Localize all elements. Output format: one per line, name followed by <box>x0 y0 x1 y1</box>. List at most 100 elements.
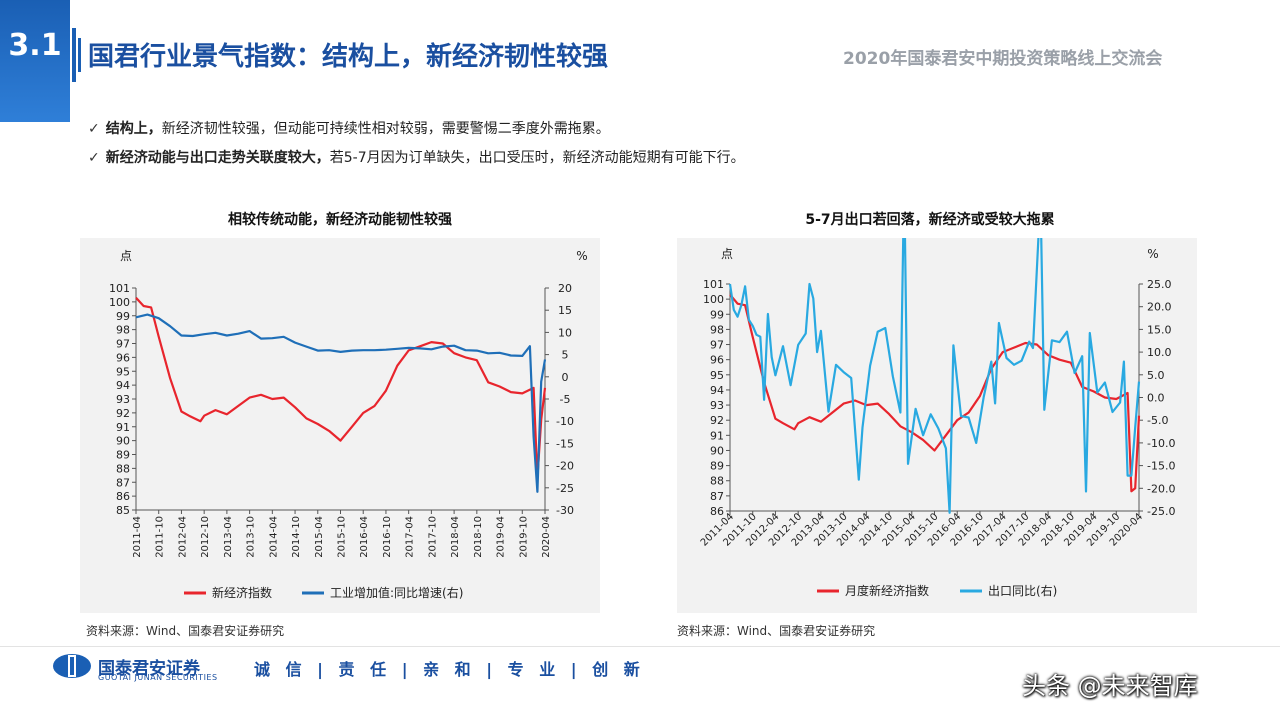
chart-2-title: 5-7月出口若回落，新经济或受较大拖累 <box>805 212 1055 228</box>
chart-2-source: 资料来源：Wind、国泰君安证券研究 <box>677 624 876 638</box>
chart-2-left-tick-label: 95 <box>710 369 724 382</box>
check-icon: ✓ <box>88 150 100 166</box>
chart-2-left-tick-label: 96 <box>710 354 724 367</box>
chart-1-left-tick-label: 91 <box>116 421 130 434</box>
bullet-1: ✓ 结构上，新经济韧性较强，但动能可持续性相对较弱，需要警惕二季度外需拖累。 <box>88 118 610 138</box>
chart-1-right-tick-label: -15 <box>556 437 574 450</box>
chart-1-left-tick-label: 98 <box>116 324 130 337</box>
chart-1-x-tick-label: 2016-04 <box>359 516 370 558</box>
chart-1-x-tick-label: 2012-10 <box>200 516 211 558</box>
chart-1-left-tick-label: 87 <box>116 476 130 489</box>
chart-2-legend-label-1: 月度新经济指数 <box>845 583 929 598</box>
chart-1-left-tick-label: 94 <box>116 379 130 392</box>
chart-2-right-tick-label: 20.0 <box>1147 301 1172 314</box>
chart-1-right-tick-label: 15 <box>558 304 572 317</box>
chart-1-left-tick-label: 92 <box>116 407 130 420</box>
chart-1-left-tick-label: 96 <box>116 351 130 364</box>
chart-1-right-unit: % <box>576 249 587 263</box>
chart-2-legend-label-2: 出口同比(右) <box>988 583 1057 598</box>
bullet-1-text: 新经济韧性较强，但动能可持续性相对较弱，需要警惕二季度外需拖累。 <box>161 121 610 137</box>
chart-2-left-tick-label: 88 <box>710 475 724 488</box>
chart-2-right-tick-label: 15.0 <box>1147 323 1172 336</box>
chart-2-right-tick-label: 5.0 <box>1147 369 1165 382</box>
chart-1-right-tick-label: 0 <box>562 371 569 384</box>
bullet-1-bold: 结构上， <box>105 121 162 137</box>
chart-2-left-tick-label: 98 <box>710 323 724 336</box>
company-name-en: GUOTAI JUNAN SECURITIES <box>98 673 218 682</box>
chart-1-left-tick-label: 89 <box>116 449 130 462</box>
section-number: 3.1 <box>8 28 62 63</box>
chart-2-right-tick-label: -10.0 <box>1147 437 1175 450</box>
chart-1-source: 资料来源：Wind、国泰君安证券研究 <box>86 624 285 638</box>
slogan: 诚 信 | 责 任 | 亲 和 | 专 业 | 创 新 <box>254 660 645 679</box>
chart-2-left-tick-label: 86 <box>710 505 724 518</box>
company-name: 国泰君安证券 <box>98 659 200 679</box>
chart-1-x-tick-label: 2019-04 <box>496 516 507 558</box>
footer-divider <box>0 646 1280 647</box>
chart-1-panel: 85 86 87 88 89 90 91 92 93 94 95 96 97 98 99 100 101 -30-… <box>80 238 600 613</box>
chart-1-x-tick-label: 2018-10 <box>473 516 484 558</box>
company-logo-icon <box>52 652 92 680</box>
chart-2: 86 87 88 89 90 91 92 93 94 95 96 97 98 99 100 101 -25.0 -… <box>699 177 1175 598</box>
chart-1-x-tick-label: 2020-04 <box>541 516 552 558</box>
chart-2-left-tick-label: 89 <box>710 460 724 473</box>
chart-2-right-tick-label: 25.0 <box>1147 278 1172 291</box>
chart-1-right-tick-label: 20 <box>558 282 572 295</box>
chart-1-right-tick-label: 10 <box>558 326 572 339</box>
chart-1-title: 相较传统动能，新经济动能韧性较强 <box>228 212 452 228</box>
chart-1-left-tick-label: 100 <box>109 296 130 309</box>
chart-2-right-tick-label: -15.0 <box>1147 460 1175 473</box>
chart-1-left-unit: 点 <box>120 249 132 263</box>
chart-1-right-tick-label: -25 <box>556 482 574 495</box>
chart-2-left-tick-label: 87 <box>710 490 724 503</box>
chart-1: 858687888990919293949596979899100101-30-… <box>109 249 588 600</box>
chart-1-left-tick-label: 99 <box>116 310 130 323</box>
chart-2-right-tick-label: -5.0 <box>1147 414 1168 427</box>
page-title: 国君行业景气指数：结构上，新经济韧性较强 <box>88 42 609 72</box>
title-accent-bar-thin <box>78 38 81 72</box>
chart-2-left-tick-label: 100 <box>703 293 724 306</box>
chart-1-right-tick-label: -20 <box>556 460 574 473</box>
chart-1-x-tick-label: 2018-04 <box>450 516 461 558</box>
chart-1-left-tick-label: 85 <box>116 504 130 517</box>
event-title: 2020年国泰君安中期投资策略线上交流会 <box>843 49 1163 69</box>
chart-2-left-tick-label: 92 <box>710 414 724 427</box>
chart-1-left-tick-label: 90 <box>116 435 130 448</box>
chart-2-series-1-line <box>729 293 1141 493</box>
chart-2-left-tick-label: 97 <box>710 339 724 352</box>
bullet-2-text: 若5-7月因为订单缺失，出口受压时，新经济动能短期有可能下行。 <box>329 150 745 166</box>
chart-1-x-tick-label: 2015-10 <box>337 516 348 558</box>
section-badge <box>0 0 70 122</box>
chart-2-left-tick-label: 91 <box>710 429 724 442</box>
chart-2-right-tick-label: 0.0 <box>1147 392 1165 405</box>
chart-2-left-tick-label: 101 <box>703 278 724 291</box>
chart-1-x-tick-label: 2016-10 <box>382 516 393 558</box>
chart-1-x-tick-label: 2014-04 <box>268 516 279 558</box>
chart-2-right-tick-label: -20.0 <box>1147 482 1175 495</box>
chart-2-left-tick-label: 93 <box>710 399 724 412</box>
check-icon: ✓ <box>88 121 100 137</box>
chart-1-x-tick-label: 2017-10 <box>427 516 438 558</box>
chart-1-x-tick-label: 2013-10 <box>246 516 257 558</box>
chart-1-left-tick-label: 86 <box>116 490 130 503</box>
chart-1-x-tick-label: 2014-10 <box>291 516 302 558</box>
chart-1-legend-label-2: 工业增加值:同比增速(右) <box>330 585 463 600</box>
chart-1-left-tick-label: 88 <box>116 462 130 475</box>
chart-1-legend-label-1: 新经济指数 <box>212 585 272 600</box>
chart-2-left-tick-label: 90 <box>710 444 724 457</box>
bullet-2: ✓ 新经济动能与出口走势关联度较大，若5-7月因为订单缺失，出口受压时，新经济动能… <box>88 147 745 167</box>
chart-1-x-tick-label: 2017-04 <box>405 516 416 558</box>
chart-2-left-tick-label: 99 <box>710 308 724 321</box>
chart-1-right-tick-label: -10 <box>556 415 574 428</box>
chart-1-right-tick-label: -30 <box>556 504 574 517</box>
chart-1-x-tick-label: 2015-04 <box>314 516 325 558</box>
chart-2-right-tick-label: -25.0 <box>1147 505 1175 518</box>
chart-1-left-tick-label: 93 <box>116 393 130 406</box>
chart-2-panel: 86 87 88 89 90 91 92 93 94 95 96 97 98 99 100 101 -25.0 -… <box>677 177 1197 613</box>
chart-1-left-tick-label: 101 <box>109 282 130 295</box>
chart-1-left-tick-label: 97 <box>116 338 130 351</box>
chart-1-left-tick-label: 95 <box>116 365 130 378</box>
chart-1-x-tick-label: 2011-04 <box>132 516 143 558</box>
chart-1-x-tick-label: 2019-10 <box>518 516 529 558</box>
chart-1-x-tick-label: 2011-10 <box>155 516 166 558</box>
